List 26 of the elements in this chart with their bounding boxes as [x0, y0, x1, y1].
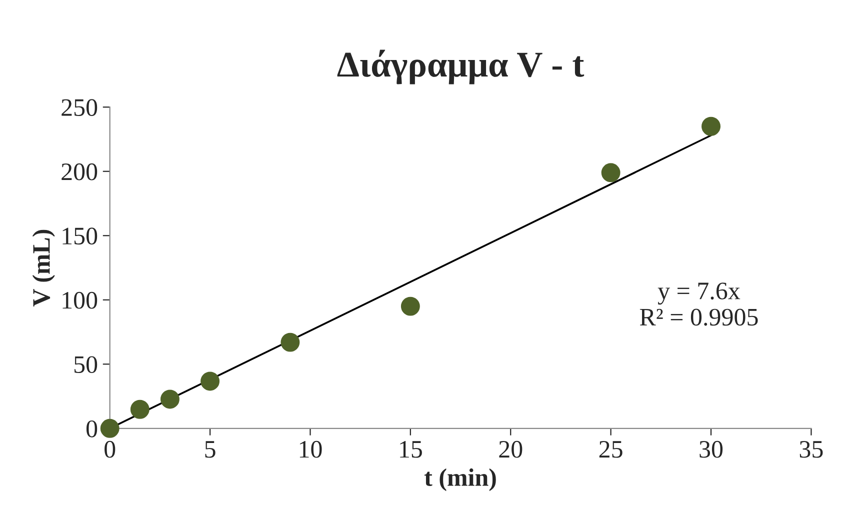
- x-tick-label: 10: [300, 440, 322, 458]
- y-tick-label: 200: [62, 163, 98, 180]
- point: [160, 390, 180, 409]
- point: [400, 296, 420, 316]
- point: [200, 372, 220, 391]
- x-tick-label: 15: [400, 441, 422, 458]
- x-tick-label: 20: [499, 440, 522, 458]
- y-tick-label: 50: [74, 356, 98, 374]
- point: [601, 163, 620, 182]
- y-tick-label: 250: [62, 99, 98, 116]
- x-axis-title: t (min): [424, 468, 496, 492]
- x-tick-label: 5: [205, 441, 216, 458]
- x-tick-label: 30: [700, 440, 723, 458]
- point: [280, 332, 300, 352]
- x-tick-label: 35: [800, 441, 823, 458]
- x-tick-label: 25: [599, 441, 622, 458]
- y-tick-label: 0: [86, 420, 98, 438]
- x-tick-label: 0: [104, 440, 116, 458]
- y-tick-label: 150: [62, 228, 98, 245]
- point: [702, 116, 720, 136]
- annotation: y = 7.6x R² = 0.9905: [640, 282, 758, 326]
- point: [100, 418, 120, 438]
- point: [130, 400, 150, 419]
- y-tick-label: 100: [62, 292, 98, 309]
- chart-title: Διάγραμμα V - t: [337, 50, 584, 84]
- y-axis-title: V (mL): [32, 230, 55, 306]
